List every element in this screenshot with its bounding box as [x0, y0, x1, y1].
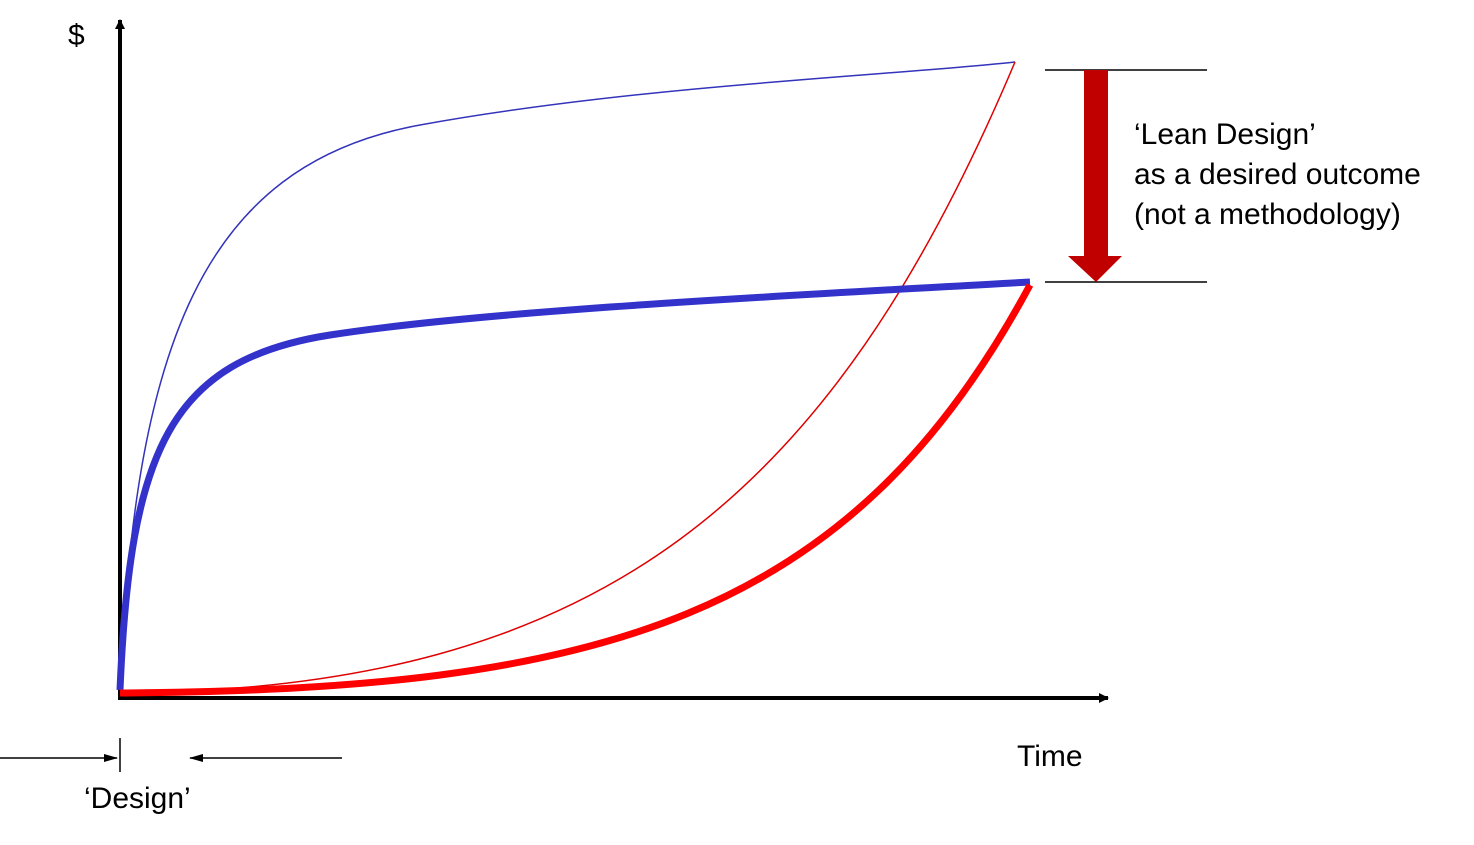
y-axis-label: $ [68, 19, 85, 52]
thin-red-curve [119, 61, 1016, 694]
thick-blue-curve [116, 278, 1031, 691]
annotation-line: as a desired outcome [1134, 158, 1421, 191]
thick-red-curve [119, 283, 1034, 697]
reduction-arrow [1068, 70, 1122, 282]
annotation-line: ‘Lean Design’ [1134, 118, 1316, 151]
x-axis-label: Time [1017, 740, 1083, 773]
annotation-line: (not a methodology) [1134, 198, 1401, 231]
design-label: ‘Design’ [84, 782, 191, 815]
thin-blue-curve [119, 61, 1016, 691]
